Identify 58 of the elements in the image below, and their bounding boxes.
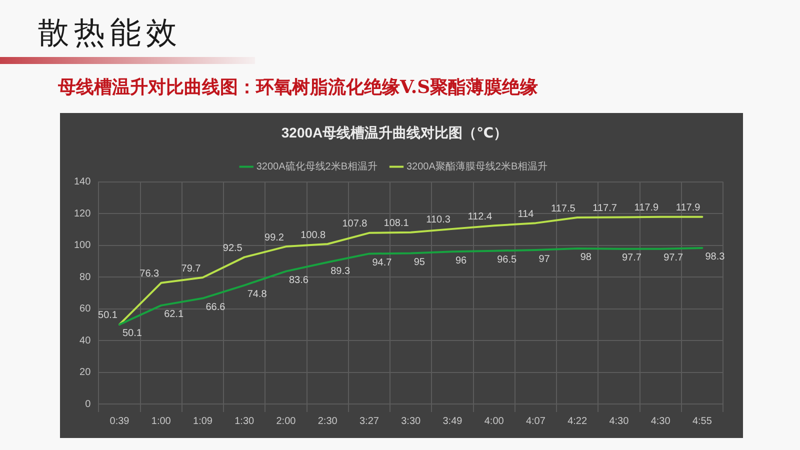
data-label: 98.3	[705, 252, 726, 263]
x-tick-label: 4:07	[526, 416, 546, 427]
y-tick-label: 100	[74, 240, 92, 252]
x-tick-label: 3:30	[401, 416, 422, 427]
x-tick-label: 4:22	[568, 416, 588, 427]
data-label: 92.5	[222, 242, 243, 254]
data-label: 117.9	[634, 202, 659, 214]
data-label: 97	[538, 254, 550, 265]
x-tick-label: 2:30	[318, 416, 338, 427]
x-tick-label: 2:00	[276, 416, 296, 427]
chart-subtitle: 母线槽温升对比曲线图：环氧树脂流化绝缘V.S聚酯薄膜绝缘	[58, 76, 538, 99]
data-label: 112.4	[468, 211, 493, 222]
x-tick-label: 4:00	[484, 416, 504, 427]
chart-title: 3200A母线槽温升曲线对比图（℃）	[281, 124, 508, 140]
data-label: 97.7	[664, 252, 684, 264]
x-tick-label: 4:30	[609, 416, 630, 427]
data-label: 74.8	[247, 289, 268, 300]
x-tick-label: 1:30	[234, 416, 255, 427]
data-label: 50.1	[98, 310, 118, 322]
data-label: 83.6	[288, 275, 309, 286]
y-tick-label: 40	[80, 335, 92, 346]
data-label: 117.7	[592, 202, 618, 214]
data-label: 117.9	[676, 202, 701, 214]
y-tick-label: 60	[80, 304, 92, 315]
data-label: 79.7	[181, 263, 202, 274]
x-tick-label: 3:27	[359, 416, 380, 427]
data-label: 50.1	[122, 328, 142, 340]
data-label: 96	[455, 255, 468, 266]
y-tick-label: 0	[85, 398, 92, 410]
text: 散热能效	[38, 15, 182, 51]
y-tick-label: 80	[80, 272, 92, 283]
y-tick-label: 20	[80, 367, 92, 378]
y-tick-label: 120	[74, 208, 92, 220]
x-tick-label: 3:49	[442, 416, 463, 427]
data-label: 97.7	[622, 252, 642, 264]
data-label: 114	[518, 208, 534, 220]
data-label: 107.8	[342, 218, 368, 230]
data-label: 99.2	[264, 232, 284, 244]
x-tick-label: 4:30	[650, 416, 671, 427]
data-label: 62.1	[164, 309, 184, 320]
data-label: 66.6	[206, 302, 226, 314]
data-label: 100.8	[300, 230, 326, 241]
data-label: 110.3	[426, 214, 451, 226]
legend-label: 3200A硫化母线2米B相温升	[256, 160, 378, 173]
data-label: 108.1	[384, 218, 410, 230]
x-tick-label: 1:00	[151, 416, 172, 427]
y-tick-label: 140	[74, 176, 92, 188]
data-label: 117.5	[551, 203, 576, 214]
legend-label: 3200A聚酯薄膜母线2米B相温升	[406, 160, 548, 173]
data-label: 76.3	[140, 268, 160, 280]
data-label: 95	[414, 256, 426, 268]
x-tick-label: 0:39	[110, 416, 130, 427]
data-label: 94.7	[372, 257, 392, 268]
data-label: 98	[580, 252, 592, 264]
x-tick-label: 1:09	[193, 416, 213, 427]
data-label: 89.3	[330, 266, 350, 278]
x-tick-label: 4:55	[692, 416, 712, 427]
data-label: 96.5	[497, 254, 517, 266]
